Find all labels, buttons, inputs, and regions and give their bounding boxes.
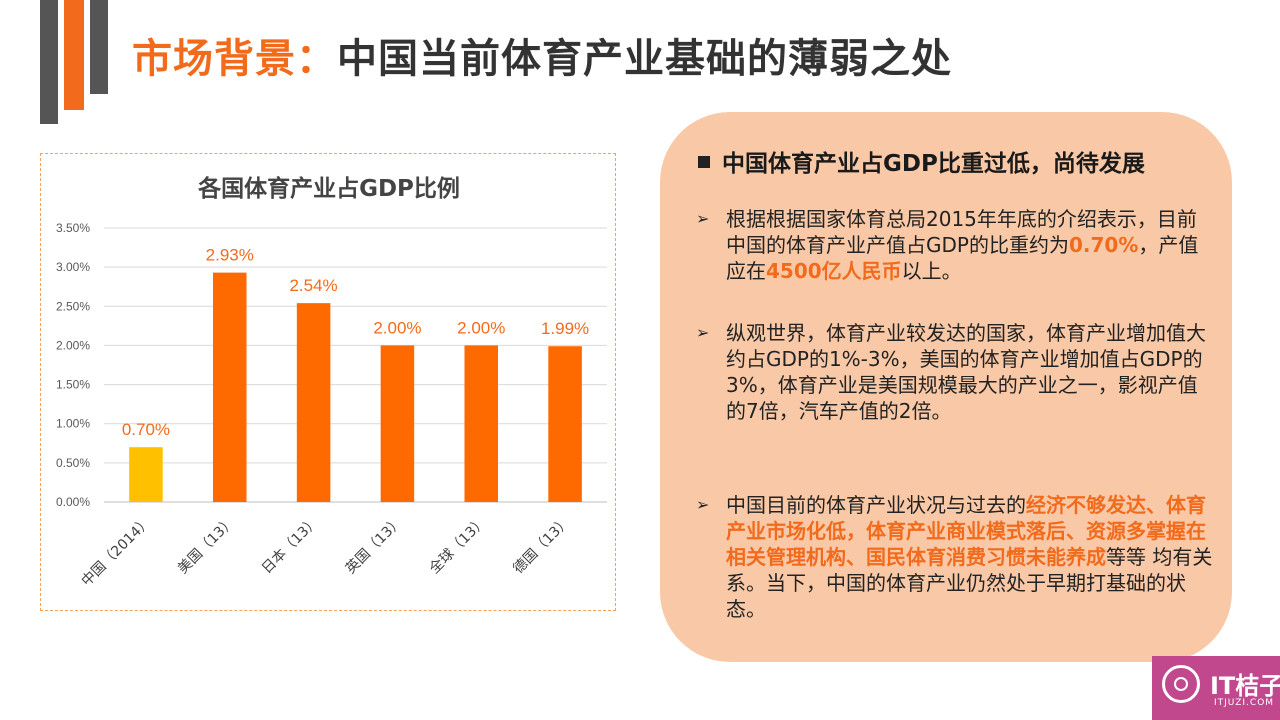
- bullet-2-text: 纵观世界，体育产业较发达的国家，体育产业增加值大约占GDP的1%-3%，美国的体…: [726, 321, 1206, 423]
- chart-title: 各国体育产业占GDP比例: [197, 175, 460, 202]
- x-tick-label: 日本（13）: [259, 514, 323, 578]
- x-tick-label: 全球（13）: [426, 513, 490, 577]
- gdp-bar-chart: 各国体育产业占GDP比例 0.00% 0.50% 1.00% 1.50% 2.00% 2.5…: [56, 175, 607, 590]
- bar: [548, 346, 582, 502]
- y-tick-label: 0.50%: [56, 456, 90, 470]
- info-panel: 中国体育产业占GDP比重过低，尚待发展 ➢ 根据根据国家体育总局2015年年底的…: [660, 112, 1232, 662]
- bullet-1-part-3: 以上。: [901, 259, 962, 283]
- panel-heading: 中国体育产业占GDP比重过低，尚待发展: [698, 144, 1145, 178]
- bullet-1-part-2: ，产值应在: [726, 233, 1199, 283]
- bullet-3-highlight: 经济不够发达、体育产业市场化低，体育产业商业模式落后、资源多掌握在相关管理机构、…: [726, 493, 1206, 569]
- decor-bar-gray-right: [90, 0, 108, 94]
- bullet-3-part-2: 等等 均有关系。当下，中国的体育产业仍然处于早期打基础的状态。: [726, 545, 1213, 621]
- y-tick-label: 3.00%: [56, 260, 90, 274]
- bullet-1-highlight-2: 4500亿人民币: [766, 259, 902, 283]
- x-tick-label: 美国（13）: [175, 514, 239, 578]
- bar: [464, 345, 499, 502]
- bullet-1-highlight-1: 0.70%: [1068, 233, 1139, 257]
- slide-title-rest: 中国当前体育产业基础的薄弱之处: [337, 36, 952, 82]
- data-label: 2.93%: [206, 246, 254, 265]
- logo-url: ITJUZI.COM: [1214, 698, 1275, 708]
- y-tick-label: 2.00%: [56, 338, 90, 352]
- bullet-3-part-1: 中国目前的体育产业状况与过去的: [726, 493, 1026, 517]
- data-label: 1.99%: [541, 319, 589, 338]
- slide-title-accent: 市场背景：: [132, 36, 337, 82]
- logo-name: IT桔子: [1210, 672, 1280, 700]
- decor-bar-orange: [64, 0, 84, 110]
- x-tick-label: 中国（2014）: [79, 514, 155, 590]
- y-tick-label: 1.50%: [56, 378, 90, 392]
- arrow-bullet-icon: ➢: [696, 209, 710, 228]
- bullet-item-2: ➢ 纵观世界，体育产业较发达的国家，体育产业增加值大约占GDP的1%-3%，美国…: [696, 320, 1216, 424]
- bar: [380, 345, 415, 502]
- orange-slice-icon: [1162, 665, 1200, 703]
- itjuzi-logo: IT桔子 ITJUZI.COM: [1152, 656, 1280, 720]
- x-tick-label: 德国（13）: [510, 514, 574, 578]
- bullet-1-text: 根据根据国家体育总局2015年年底的介绍表示，目前中国的体育产业产值占GDP的比…: [726, 206, 1216, 284]
- data-label: 2.54%: [289, 276, 337, 295]
- y-tick-label: 1.00%: [56, 417, 90, 431]
- bullet-3-text: 中国目前的体育产业状况与过去的经济不够发达、体育产业市场化低，体育产业商业模式落…: [726, 492, 1216, 622]
- y-tick-label: 0.00%: [56, 495, 90, 509]
- square-bullet-icon: [698, 156, 710, 168]
- decor-bar-gray-left: [40, 0, 58, 124]
- chart-container: 各国体育产业占GDP比例 0.00% 0.50% 1.00% 1.50% 2.00% 2.5…: [40, 153, 616, 611]
- panel-heading-text: 中国体育产业占GDP比重过低，尚待发展: [722, 151, 1145, 177]
- bar: [129, 447, 163, 502]
- data-label: 2.00%: [457, 318, 505, 337]
- bullet-item-3: ➢ 中国目前的体育产业状况与过去的经济不够发达、体育产业市场化低，体育产业商业模…: [696, 492, 1216, 622]
- bar: [212, 272, 247, 502]
- x-tick-label: 英国（13）: [342, 513, 406, 577]
- slide-title: 市场背景：中国当前体育产业基础的薄弱之处: [132, 26, 952, 84]
- data-label: 2.00%: [373, 318, 421, 337]
- bar: [296, 303, 331, 502]
- bullet-item-1: ➢ 根据根据国家体育总局2015年年底的介绍表示，目前中国的体育产业产值占GDP…: [696, 206, 1216, 284]
- arrow-bullet-icon: ➢: [696, 323, 710, 342]
- data-label: 0.70%: [122, 420, 170, 439]
- y-tick-label: 3.50%: [56, 221, 90, 235]
- arrow-bullet-icon: ➢: [696, 495, 710, 514]
- bullet-1-part-1: 根据根据国家体育总局2015年年底的介绍表示，目前中国的体育产业产值占GDP的比…: [726, 207, 1197, 257]
- y-tick-label: 2.50%: [56, 299, 90, 313]
